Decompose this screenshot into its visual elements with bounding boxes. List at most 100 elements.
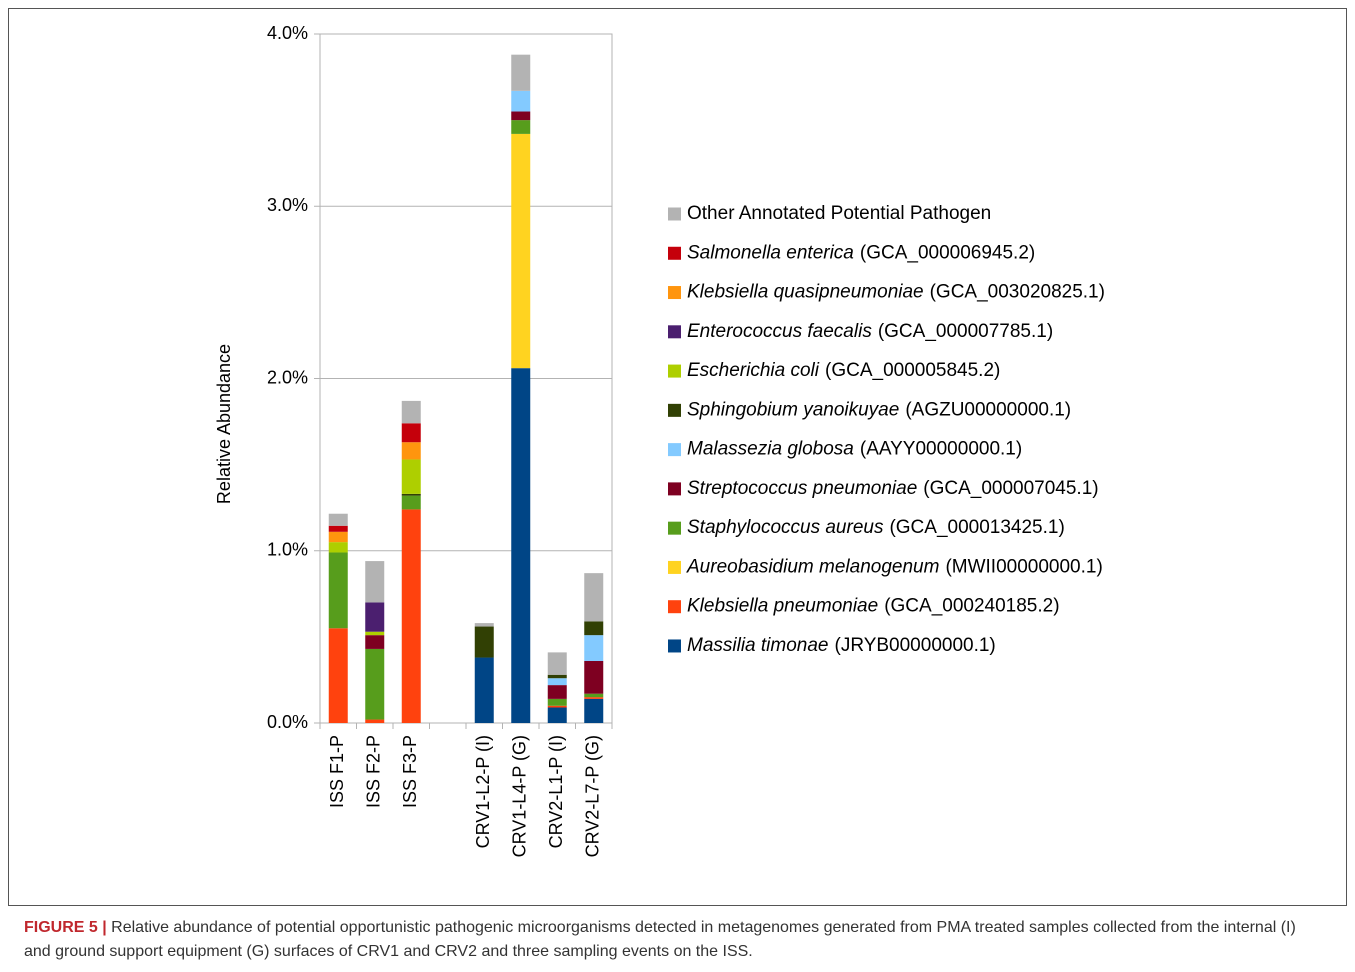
bar-segment — [547, 674, 567, 679]
bar-segment — [584, 698, 604, 723]
bar-segment — [511, 133, 531, 369]
bar-segment — [547, 685, 567, 699]
legend-label: Enterococcus faecalis (GCA_000007785.1) — [687, 321, 1053, 342]
bar-segment — [547, 678, 567, 686]
x-tick-label: ISS F2-P — [364, 735, 384, 808]
legend-label: Streptococcus pneumoniae (GCA_000007045.1… — [687, 478, 1099, 499]
x-tick-label: ISS F3-P — [400, 735, 420, 808]
legend-swatch — [668, 364, 681, 378]
bar-segment — [365, 602, 385, 632]
legend-accession: (GCA_003020825.1) — [930, 282, 1105, 303]
legend-name: Staphylococcus aureus — [687, 517, 884, 538]
legend-label: Malassezia globosa (AAYY00000000.1) — [687, 439, 1022, 460]
bar-segment — [584, 621, 604, 636]
legend-name: Sphingobium yanoikuyae — [687, 399, 899, 420]
bar-segment — [547, 707, 567, 723]
legend-label: Salmonella enterica (GCA_000006945.2) — [687, 242, 1035, 263]
legend-swatch — [668, 325, 681, 339]
bar-segment — [584, 660, 604, 694]
legend-name: Aureobasidium melanogenum — [686, 556, 939, 577]
legend-name: Salmonella enterica — [687, 242, 854, 263]
caption-label: FIGURE 5 | — [24, 919, 107, 936]
y-tick-label: 2.0% — [267, 367, 308, 387]
y-tick-label: 4.0% — [267, 23, 308, 43]
legend-swatch — [668, 286, 681, 300]
bar-segment — [401, 400, 421, 424]
legend-label: Other Annotated Potential Pathogen — [687, 203, 991, 224]
caption: FIGURE 5 | Relative abundance of potenti… — [24, 916, 1324, 964]
bar-segment — [401, 495, 421, 510]
legend-name: Other Annotated Potential Pathogen — [687, 203, 991, 224]
bar-segment — [584, 573, 604, 622]
caption-text: Relative abundance of potential opportun… — [24, 919, 1296, 960]
bar-segment — [401, 459, 421, 494]
bar-segment — [474, 657, 494, 723]
legend-swatch — [668, 600, 681, 614]
legend-accession: (AAYY00000000.1) — [860, 439, 1022, 460]
legend-swatch — [668, 403, 681, 417]
x-tick-label: CRV2-L1-P (I) — [546, 735, 566, 848]
legend-label: Aureobasidium melanogenum (MWII00000000.1… — [686, 556, 1103, 577]
legend-label: Sphingobium yanoikuyae (AGZU00000000.1) — [687, 399, 1071, 420]
legend-label: Klebsiella quasipneumoniae (GCA_003020825… — [687, 282, 1105, 303]
legend-label: Staphylococcus aureus (GCA_000013425.1) — [687, 517, 1065, 538]
bar-segment — [584, 697, 604, 699]
bar-segment — [511, 54, 531, 91]
x-tick-label: CRV1-L4-P (G) — [510, 735, 530, 857]
legend-name: Streptococcus pneumoniae — [687, 478, 917, 499]
bar-segment — [401, 509, 421, 723]
bar-segment — [474, 623, 494, 627]
legend-swatch — [668, 207, 681, 221]
bar-segment — [547, 705, 567, 708]
legend-name: Klebsiella quasipneumoniae — [687, 282, 924, 303]
legend-swatch — [668, 443, 681, 457]
legend-label: Escherichia coli (GCA_000005845.2) — [687, 360, 1000, 381]
legend-label: Massilia timonae (JRYB00000000.1) — [687, 635, 996, 656]
bar-segment — [328, 513, 348, 526]
bar-segment — [511, 120, 531, 134]
legend-accession: (GCA_000005845.2) — [825, 360, 1000, 381]
legend-swatch — [668, 521, 681, 535]
legend-accession: (GCA_000240185.2) — [884, 596, 1059, 617]
x-tick-label: CRV2-L7-P (G) — [583, 735, 603, 857]
legend-name: Malassezia globosa — [687, 439, 854, 460]
legend-name: Klebsiella pneumoniae — [687, 596, 878, 617]
legend-swatch — [668, 246, 681, 260]
bar-segment — [365, 635, 385, 649]
y-tick-label: 0.0% — [267, 712, 308, 732]
legend-accession: (GCA_000007785.1) — [878, 321, 1053, 342]
x-tick-label: ISS F1-P — [327, 735, 347, 808]
y-axis-label: Relative Abundance — [214, 344, 234, 504]
bar-segment — [401, 442, 421, 460]
bar-segment — [328, 531, 348, 543]
bar-segment — [547, 698, 567, 706]
chart: Relative Abundance 0.0% 1.0% 2.0% 3.0% 4.0% I… — [8, 8, 1347, 906]
legend-accession: (GCA_000013425.1) — [889, 517, 1064, 538]
bar-segment — [365, 561, 385, 603]
bar-segment — [547, 652, 567, 675]
bar-segment — [584, 693, 604, 698]
legend-name: Enterococcus faecalis — [687, 321, 872, 342]
bar-segment — [365, 719, 385, 723]
bar-segment — [511, 90, 531, 112]
legend-swatch — [668, 639, 681, 653]
bar-segment — [511, 368, 531, 723]
legend-accession: (AGZU00000000.1) — [905, 399, 1071, 420]
bar-segment — [401, 493, 421, 496]
legend-swatch — [668, 482, 681, 496]
bar-segment — [365, 631, 385, 636]
bar-segment — [328, 542, 348, 553]
legend-accession: (GCA_000006945.2) — [860, 242, 1035, 263]
legend-accession: (MWII00000000.1) — [945, 556, 1102, 577]
bar-segment — [474, 626, 494, 658]
bar-segment — [365, 648, 385, 720]
bar-segment — [401, 423, 421, 443]
bar-segment — [328, 628, 348, 723]
y-tick-label: 3.0% — [267, 195, 308, 215]
legend-label: Klebsiella pneumoniae (GCA_000240185.2) — [687, 596, 1060, 617]
legend-accession: (GCA_000007045.1) — [923, 478, 1098, 499]
legend-accession: (JRYB00000000.1) — [835, 635, 996, 656]
bar-segment — [584, 635, 604, 661]
legend-swatch — [668, 560, 681, 574]
